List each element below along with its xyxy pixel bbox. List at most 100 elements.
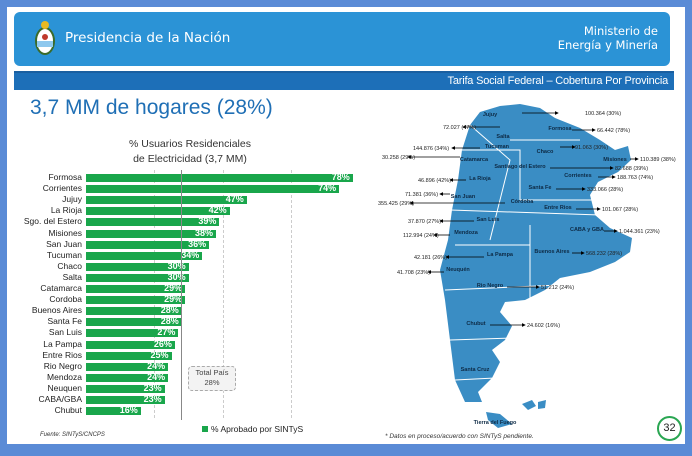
callout-label: Total País [195,368,229,377]
bar [86,351,172,360]
chart-title-line-1: % Usuarios Residenciales [129,138,251,150]
bar [86,229,216,238]
province-value-label: 568.232 (28%) [586,251,622,257]
province-border [444,284,561,291]
province-label: Chubut [466,321,485,327]
category-label: Jujuy [62,194,82,205]
province-label: Mendoza [454,230,478,236]
province-value-label: 30.258 (29%) [382,155,415,161]
province-label: Catamarca [460,157,489,163]
bar [86,384,165,393]
map-islas-malvinas [538,400,546,409]
province-label: Misiones [603,157,627,163]
bar-value-label: 38% [194,227,213,238]
gridline [222,170,224,418]
category-label: Tucuman [46,249,82,260]
category-label: La Pampa [43,338,82,349]
province-value-label: 110.389 (38%) [640,157,676,163]
province-label: Formosa [548,126,572,132]
gridline [154,170,156,418]
category-label: San Luis [48,327,82,338]
ministry-line-2: Energía y Minería [557,38,658,52]
category-label: Entre Rios [42,349,82,360]
province-value-label: 72.027 (47%) [443,125,476,131]
header-banner: Presidencia de la Nación Ministerio de E… [14,12,670,66]
bar [86,329,179,338]
category-label: Misiones [48,227,82,238]
footnote: * Datos en proceso/acuerdo con SINTyS pe… [385,433,534,440]
subtitle-bar: Tarifa Social Federal – Cobertura Por Pr… [14,71,674,90]
category-label: Santa Fe [47,316,83,327]
province-value-label: 42.181 (26%) [414,255,447,261]
province-label: Santa Cruz [461,367,490,373]
bar-value-label: 24% [147,360,166,371]
province-label: Buenos Aires [534,249,569,255]
bar-value-label: 24% [147,371,166,382]
province-label: Entre Rios [544,205,572,211]
subtitle: Tarifa Social Federal – Cobertura Por Pr… [447,75,669,87]
province-label: Neuquén [446,267,470,273]
province-value-label: 100.364 (30%) [585,111,621,117]
page-number: 32 [657,416,682,441]
category-label: San Juan [46,238,82,249]
province-value-label: 41.708 (23%) [397,270,430,276]
province-value-label: 51.212 (24%) [541,285,574,291]
province-value-label: 37.870 (27%) [408,219,441,225]
province-border [460,149,600,201]
category-label: Sgo. del Estero [23,216,82,227]
bar [86,185,340,194]
map-tierra-del-fuego [486,412,512,428]
national-seal-icon [35,21,55,55]
province-border [449,209,601,216]
province-value-label: 66.442 (78%) [597,128,630,134]
bar [86,196,247,205]
bar [86,318,182,327]
province-label: Santiago del Estero [494,164,546,170]
bar-value-label: 28% [160,316,179,327]
province-value-label: 144.876 (34%) [413,146,449,152]
category-label: Chaco [57,260,82,271]
bar-value-label: 78% [331,172,350,182]
bar [86,307,182,316]
gridline [291,170,293,418]
bar-value-label: 47% [225,194,244,205]
province-value-label: 112.994 (24%) [403,233,439,239]
map-mainland [440,104,632,402]
province-label: La Rioja [469,176,491,182]
bar-value-label: 16% [119,405,138,416]
ministry-name: Ministerio de Energía y Minería [558,24,658,52]
province-label: CABA y GBA [570,227,604,233]
province-value-label: 71.381 (36%) [405,192,438,198]
callout-value: 28% [204,378,220,387]
category-label: Chubut [54,405,82,416]
org-name: Presidencia de la Nación [65,30,231,46]
province-value-label: 355.425 (29%) [378,201,414,207]
bar-value-label: 27% [157,327,176,338]
province-value-label: 1.044.361 (23%) [619,229,660,235]
chart-title-line-2: de Electricidad (3,7 MM) [133,153,247,165]
province-value-label: 101.067 (28%) [602,207,638,213]
chart-title: % Usuarios Residenciales de Electricidad… [110,137,270,167]
bar [86,251,203,260]
bar [86,262,189,271]
bar [86,174,353,182]
total-country-callout: Total País 28% [188,366,236,391]
category-label: Cordoba [49,294,82,305]
category-label: Buenos Aires [31,305,82,316]
bar-value-label: 29% [164,294,183,305]
bar [86,207,230,216]
chart-legend: % Aprobado por SINTyS [202,424,303,434]
legend-swatch [202,426,208,432]
bar-value-label: 74% [318,183,337,194]
province-border [449,337,513,341]
bar [86,218,220,227]
legend-label: % Aprobado por SINTyS [211,424,304,434]
bar-value-label: 26% [153,338,172,349]
bar-value-label: 29% [164,283,183,293]
bar [86,340,175,349]
province-label: Santa Fe [529,185,552,191]
province-label: Córdoba [511,199,535,205]
province-label: Corrientes [564,173,592,179]
province-label: Chaco [537,149,554,155]
